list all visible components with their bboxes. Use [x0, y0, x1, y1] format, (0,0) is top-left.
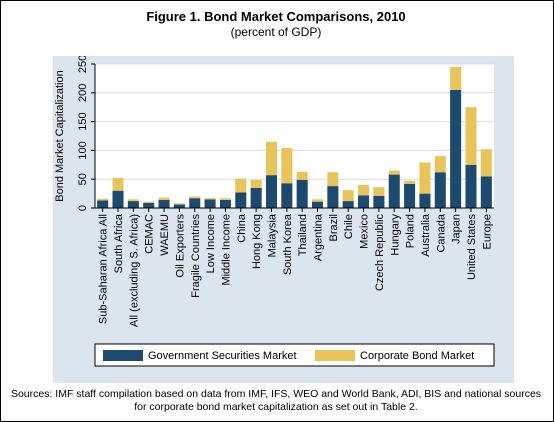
y-tick-label: 200 [77, 84, 89, 102]
bar-government [97, 200, 109, 208]
bar-corporate [235, 178, 247, 193]
bar-government [373, 195, 385, 208]
bar-corporate [143, 201, 155, 203]
y-tick-label: 100 [77, 141, 89, 159]
x-tick-label: Oil Exporters [174, 214, 186, 278]
bar-corporate [158, 197, 170, 200]
bar-corporate [373, 187, 385, 196]
x-tick-label: Japan [451, 214, 463, 244]
bar-government [342, 201, 354, 208]
x-tick-label: United States [466, 214, 478, 281]
bars [97, 66, 492, 208]
bar-government [327, 186, 339, 208]
bar-government [173, 204, 185, 208]
x-tick-label: Czech Republic [374, 214, 386, 292]
x-tick-label: Sub-Saharan Africa All [98, 214, 110, 324]
bar-corporate [173, 203, 185, 205]
bar-government [204, 199, 216, 208]
bar-government [480, 176, 492, 208]
x-tick-label: Brazil [328, 214, 340, 242]
x-tick-label: Chile [343, 214, 355, 239]
bar-corporate [358, 184, 370, 196]
x-tick-label: China [236, 213, 248, 243]
bar-corporate [450, 66, 462, 90]
bar-corporate [419, 162, 431, 194]
x-tick-label: Poland [405, 214, 417, 248]
y-axis-label: Bond Market Capitalization [54, 70, 66, 201]
legend: Government Securities Market Corporate B… [94, 343, 495, 367]
x-tick-label: WAEMU [159, 214, 171, 256]
bar-government [358, 195, 370, 208]
x-tick-label: Malaysia [266, 213, 278, 257]
bar-government [311, 201, 324, 208]
bar-government [127, 201, 139, 208]
bar-corporate [311, 199, 324, 202]
x-tick-label: South Africa [113, 213, 125, 273]
bar-government [388, 174, 400, 208]
bar-government [281, 183, 293, 208]
x-tick-label: Hong Kong [251, 214, 263, 269]
bar-government [112, 190, 124, 208]
bar-corporate [250, 179, 262, 188]
x-tick-label: Low Income [205, 214, 217, 273]
bar-corporate [265, 141, 278, 176]
x-tick-label: Argentina [313, 213, 325, 261]
legend-label-government: Government Securities Market [148, 350, 297, 362]
bar-corporate [327, 172, 339, 187]
x-tick-label: Mexico [359, 214, 371, 249]
legend-label-corporate: Corporate Bond Market [360, 350, 474, 362]
bar-corporate [112, 178, 124, 191]
x-tick-label: Middle Income [220, 214, 232, 286]
y-tick-label: 150 [77, 112, 89, 130]
x-tick-label: South Korea [282, 213, 294, 275]
bar-corporate [388, 170, 400, 175]
bar-corporate [342, 190, 354, 202]
bar-corporate [465, 107, 477, 165]
bar-corporate [434, 156, 446, 173]
bar-government [450, 89, 462, 208]
bar-government [235, 192, 247, 208]
chart-panel: 0 50 100 150 200 250 Sub-Saharan Africa All Sou… [53, 55, 514, 383]
x-tick-label: Fragile Countries [190, 214, 202, 298]
x-tick-label: All (excluding S. Africa) [128, 214, 140, 327]
bar-government [158, 199, 170, 208]
bar-corporate [480, 149, 492, 177]
figure-title: Figure 1. Bond Market Comparisons, 2010 [146, 9, 406, 24]
x-tick-label: Australia [420, 213, 432, 257]
plot-area [95, 64, 494, 208]
source-note: Sources: IMF staff compilation based on … [10, 388, 542, 413]
x-tick-label: CEMAC [144, 214, 156, 254]
bar-government [465, 164, 477, 208]
bar-corporate [296, 171, 308, 180]
bar-corporate [127, 199, 139, 202]
bar-corporate [281, 148, 293, 184]
legend-swatch-government [103, 350, 143, 361]
x-tick-label: Canada [435, 213, 447, 252]
bar-government [189, 198, 201, 208]
bar-corporate [204, 198, 216, 200]
x-tick-label: Hungary [389, 214, 401, 256]
x-tick-label: Thailand [297, 214, 309, 256]
legend-box [94, 343, 495, 367]
bar-government [265, 175, 278, 208]
bar-corporate [219, 198, 231, 200]
y-tick-label: 250 [77, 56, 89, 73]
figure-subtitle: (percent of GDP) [230, 25, 322, 39]
x-tick-label: Europe [481, 214, 493, 249]
bar-government [434, 172, 446, 208]
bar-corporate [97, 198, 109, 201]
bar-government [250, 187, 262, 208]
bar-government [419, 193, 431, 208]
bar-corporate [404, 180, 416, 184]
bar-government [219, 199, 231, 208]
bar-government [404, 183, 416, 208]
bar-government [296, 179, 308, 208]
legend-swatch-corporate [315, 350, 355, 361]
y-tick-label: 50 [77, 173, 89, 185]
bar-government [143, 202, 155, 208]
bar-corporate [189, 196, 201, 199]
y-tick-label: 0 [77, 205, 89, 211]
